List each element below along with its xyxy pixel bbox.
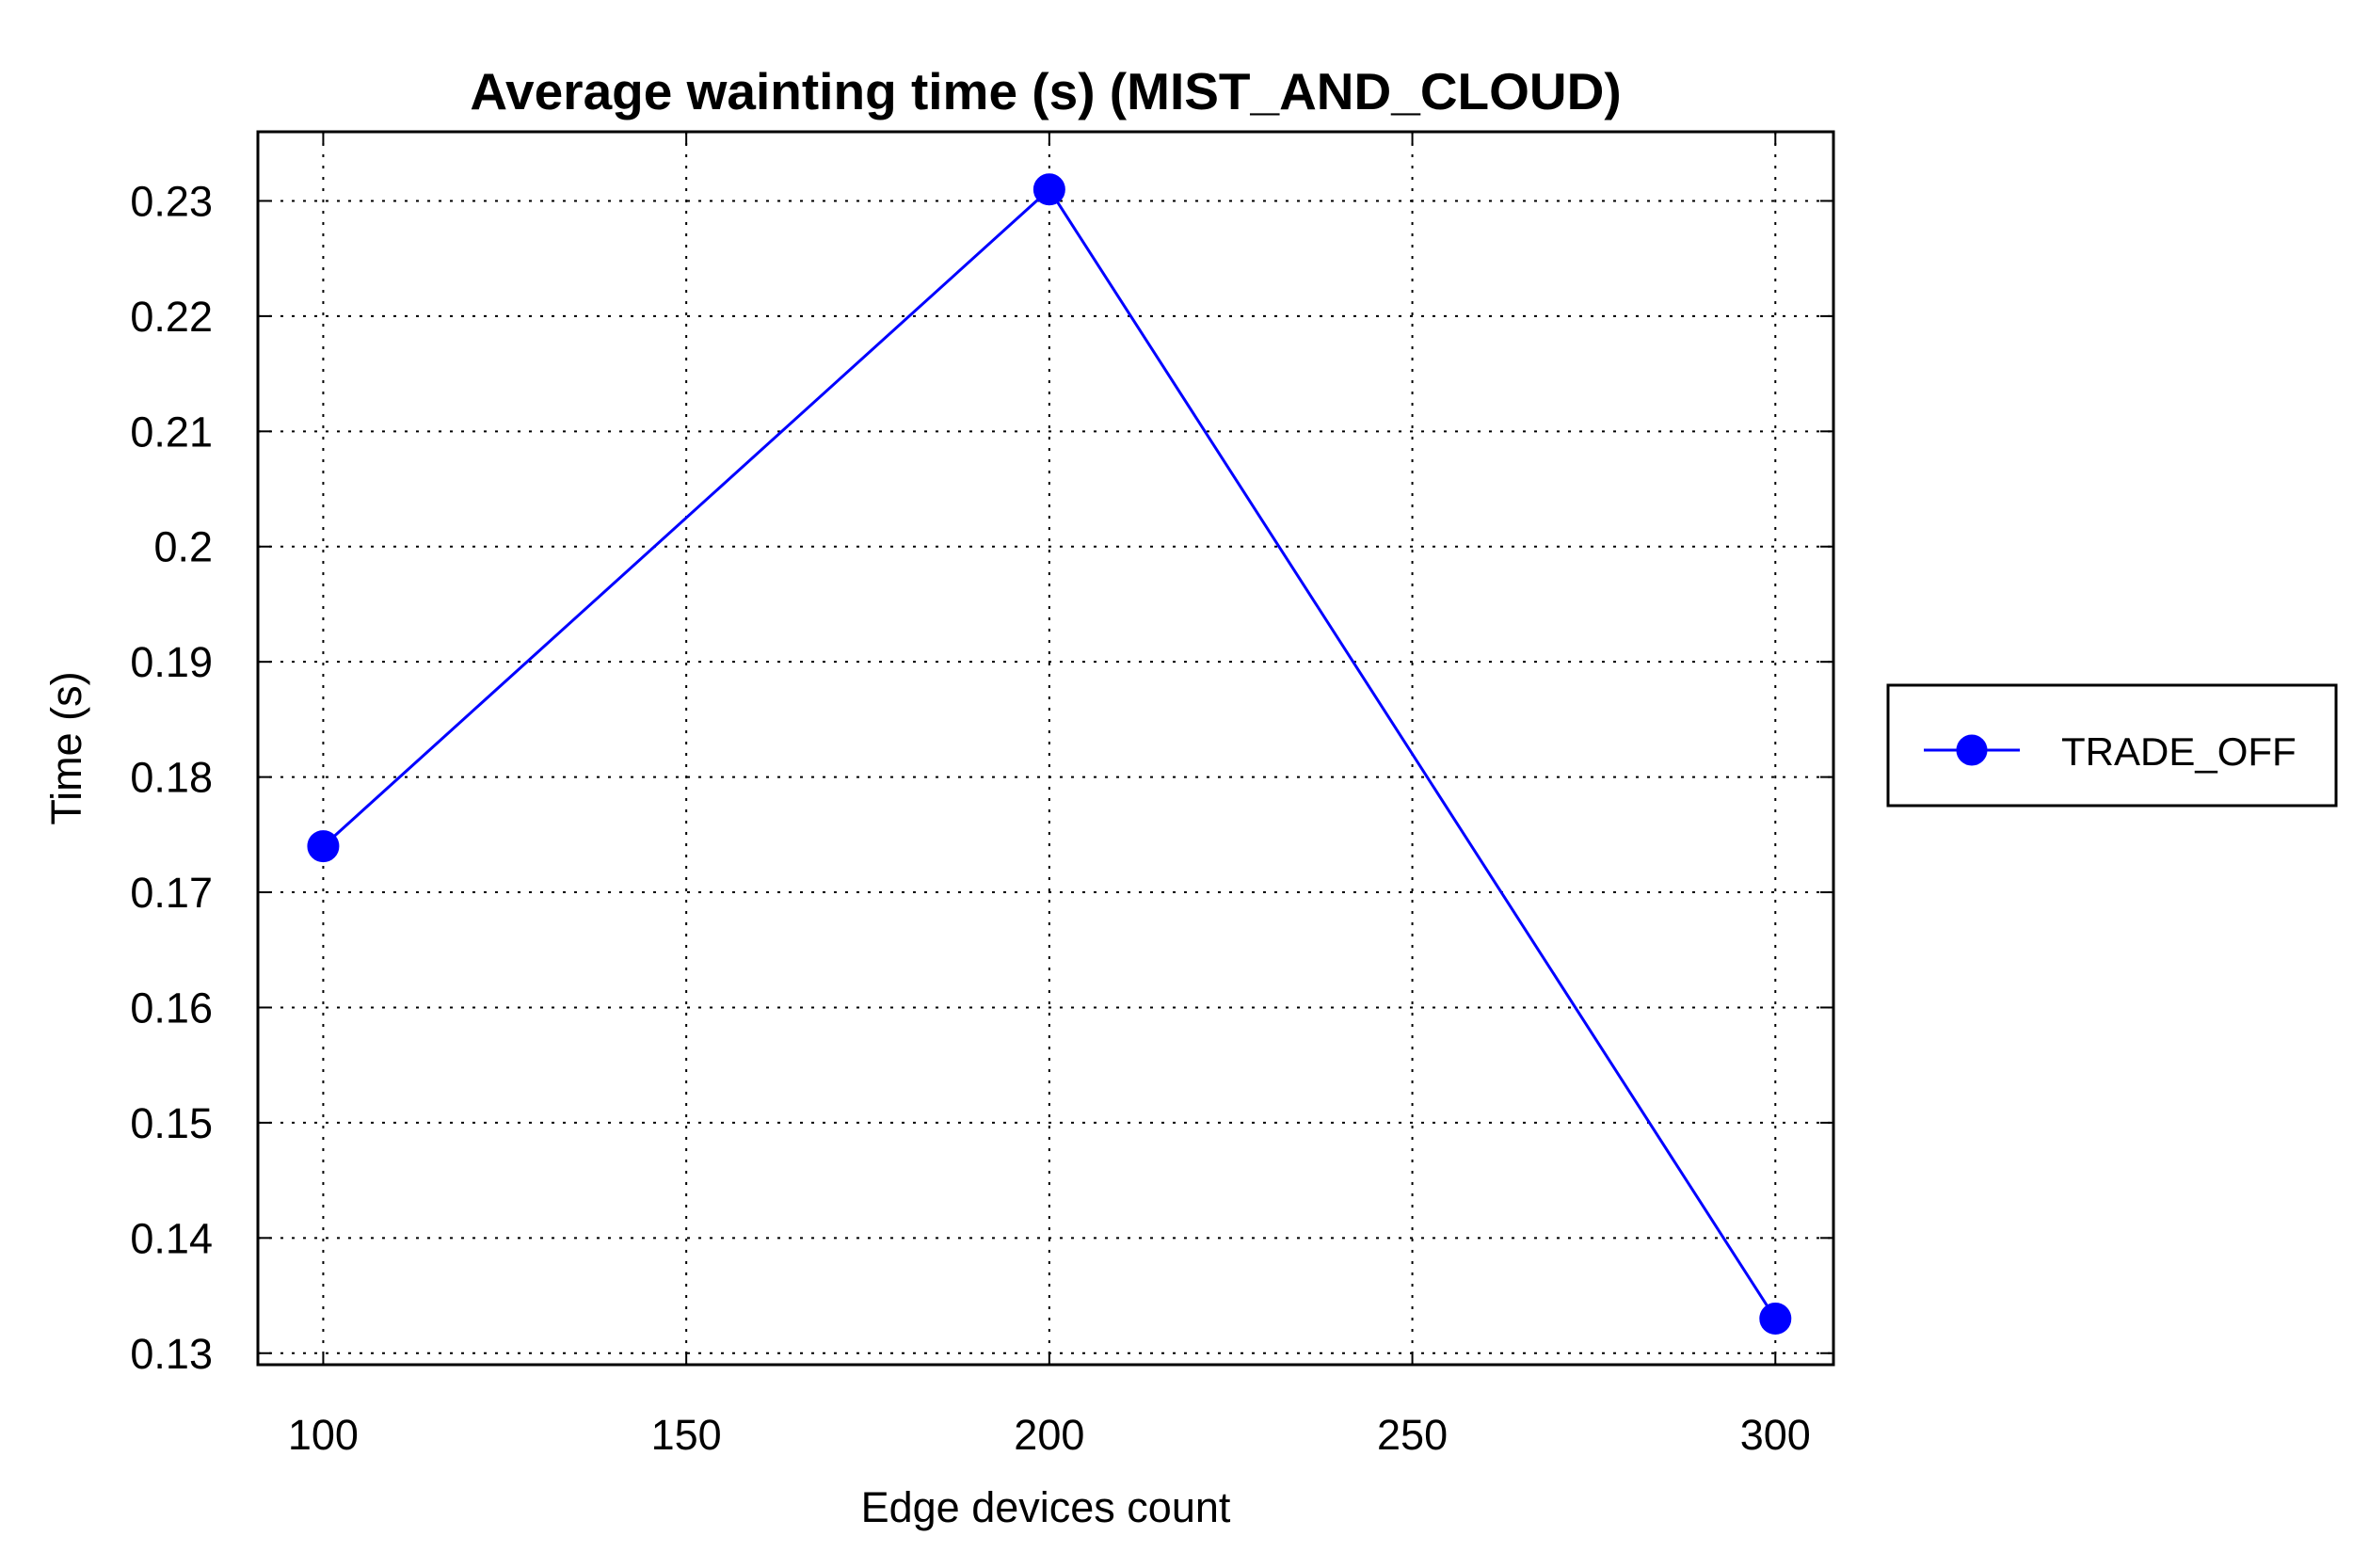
y-tick-label: 0.19	[130, 638, 213, 686]
grid	[258, 132, 1833, 1365]
y-tick-label: 0.18	[130, 754, 213, 802]
y-tick-label: 0.13	[130, 1330, 213, 1378]
legend-marker	[1956, 734, 1988, 766]
data-point	[1032, 173, 1065, 206]
y-tick-label: 0.14	[130, 1214, 213, 1262]
series-layer	[307, 173, 1792, 1336]
x-tick-label: 200	[1014, 1411, 1084, 1459]
y-tick-label: 0.15	[130, 1099, 213, 1147]
y-tick-label: 0.2	[153, 523, 213, 571]
x-tick-label: 250	[1377, 1411, 1448, 1459]
x-tick-label: 150	[651, 1411, 722, 1459]
legend-label: TRADE_OFF	[2061, 729, 2297, 774]
y-tick-label: 0.22	[130, 293, 213, 341]
data-point	[307, 830, 340, 863]
tick-labels: 100 150 200 250 300 0.13 0.14 0.15 0.16 0.17 0.18 0…	[130, 177, 1810, 1459]
ticks	[258, 132, 1833, 1365]
data-point	[1759, 1303, 1792, 1336]
y-tick-label: 0.23	[130, 177, 213, 225]
x-tick-label: 300	[1740, 1411, 1811, 1459]
y-tick-label: 0.16	[130, 984, 213, 1032]
y-tick-label: 0.17	[130, 869, 213, 917]
chart-title: Average wainting time (s) (MIST_AND_CLOU…	[470, 62, 1621, 120]
y-axis-label: Time (s)	[42, 671, 90, 824]
plot-frame	[256, 130, 1835, 1367]
legend: TRADE_OFF	[1886, 683, 2338, 808]
x-axis-label: Edge devices count	[861, 1483, 1231, 1531]
x-tick-label: 100	[288, 1411, 359, 1459]
y-tick-label: 0.21	[130, 408, 213, 456]
